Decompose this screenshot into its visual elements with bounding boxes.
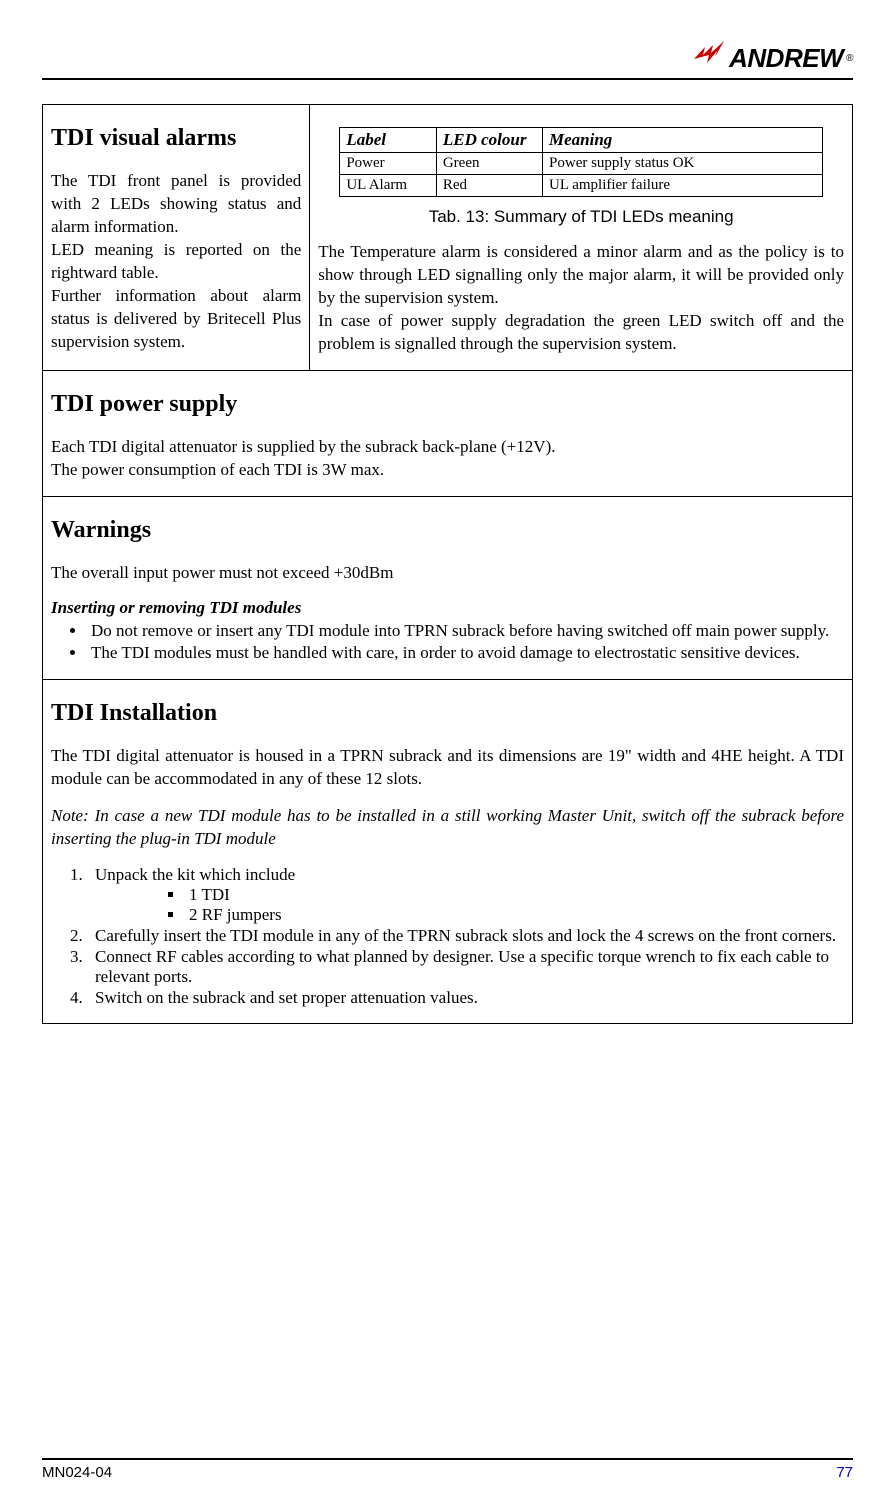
th-led-colour: LED colour xyxy=(436,128,542,153)
document-grid: TDI visual alarms The TDI front panel is… xyxy=(42,104,853,1024)
lightning-icon xyxy=(691,41,727,76)
registered-mark: ® xyxy=(846,53,853,64)
list-item: 2 RF jumpers xyxy=(185,905,844,925)
list-item: The TDI modules must be handled with car… xyxy=(87,643,844,663)
section-tdi-visual-alarms-left: TDI visual alarms The TDI front panel is… xyxy=(43,105,310,371)
warnings-bullet-list: Do not remove or insert any TDI module i… xyxy=(51,621,844,663)
heading-warnings: Warnings xyxy=(51,517,844,544)
para: Each TDI digital attenuator is supplied … xyxy=(51,436,844,459)
table-caption: Tab. 13: Summary of TDI LEDs meaning xyxy=(318,207,844,227)
kit-contents-list: 1 TDI 2 RF jumpers xyxy=(95,885,844,925)
cell: Red xyxy=(436,175,542,197)
list-item: Connect RF cables according to what plan… xyxy=(87,947,844,987)
heading-tdi-visual-alarms: TDI visual alarms xyxy=(51,125,301,152)
para: The TDI front panel is provided with 2 L… xyxy=(51,170,301,239)
page-number: 77 xyxy=(836,1464,853,1481)
cell: Green xyxy=(436,153,542,175)
section-tdi-installation: TDI Installation The TDI digital attenua… xyxy=(43,680,853,1024)
brand-logo: ANDREW ® xyxy=(691,41,853,76)
th-meaning: Meaning xyxy=(543,128,823,153)
cell: UL Alarm xyxy=(340,175,437,197)
para: The TDI digital attenuator is housed in … xyxy=(51,745,844,791)
subheading-inserting-removing: Inserting or removing TDI modules xyxy=(51,597,844,620)
heading-tdi-power-supply: TDI power supply xyxy=(51,391,844,418)
page-footer: MN024-04 77 xyxy=(42,1458,853,1481)
heading-tdi-installation: TDI Installation xyxy=(51,700,844,727)
para: In case of power supply degradation the … xyxy=(318,310,844,356)
logo-text: ANDREW xyxy=(729,43,843,74)
para: Further information about alarm status i… xyxy=(51,285,301,354)
installation-note: Note: In case a new TDI module has to be… xyxy=(51,805,844,851)
page-header: ANDREW ® xyxy=(42,28,853,80)
section-tdi-power-supply: TDI power supply Each TDI digital attenu… xyxy=(43,370,853,496)
list-item: Carefully insert the TDI module in any o… xyxy=(87,926,844,946)
table-header-row: Label LED colour Meaning xyxy=(340,128,823,153)
cell: Power supply status OK xyxy=(543,153,823,175)
th-label: Label xyxy=(340,128,437,153)
list-item: Switch on the subrack and set proper att… xyxy=(87,988,844,1008)
step-text: Unpack the kit which include xyxy=(95,865,295,884)
table-row: Power Green Power supply status OK xyxy=(340,153,823,175)
doc-number: MN024-04 xyxy=(42,1464,112,1481)
led-meaning-table: Label LED colour Meaning Power Green Pow… xyxy=(339,127,823,197)
cell: Power xyxy=(340,153,437,175)
table-row: UL Alarm Red UL amplifier failure xyxy=(340,175,823,197)
cell: UL amplifier failure xyxy=(543,175,823,197)
list-item: 1 TDI xyxy=(185,885,844,905)
section-tdi-visual-alarms-right: Label LED colour Meaning Power Green Pow… xyxy=(310,105,853,371)
para: The power consumption of each TDI is 3W … xyxy=(51,459,844,482)
list-item: Do not remove or insert any TDI module i… xyxy=(87,621,844,641)
section-warnings: Warnings The overall input power must no… xyxy=(43,496,853,680)
installation-steps: Unpack the kit which include 1 TDI 2 RF … xyxy=(51,865,844,1008)
para: The Temperature alarm is considered a mi… xyxy=(318,241,844,310)
para: The overall input power must not exceed … xyxy=(51,562,844,585)
para: LED meaning is reported on the rightward… xyxy=(51,239,301,285)
list-item: Unpack the kit which include 1 TDI 2 RF … xyxy=(87,865,844,925)
